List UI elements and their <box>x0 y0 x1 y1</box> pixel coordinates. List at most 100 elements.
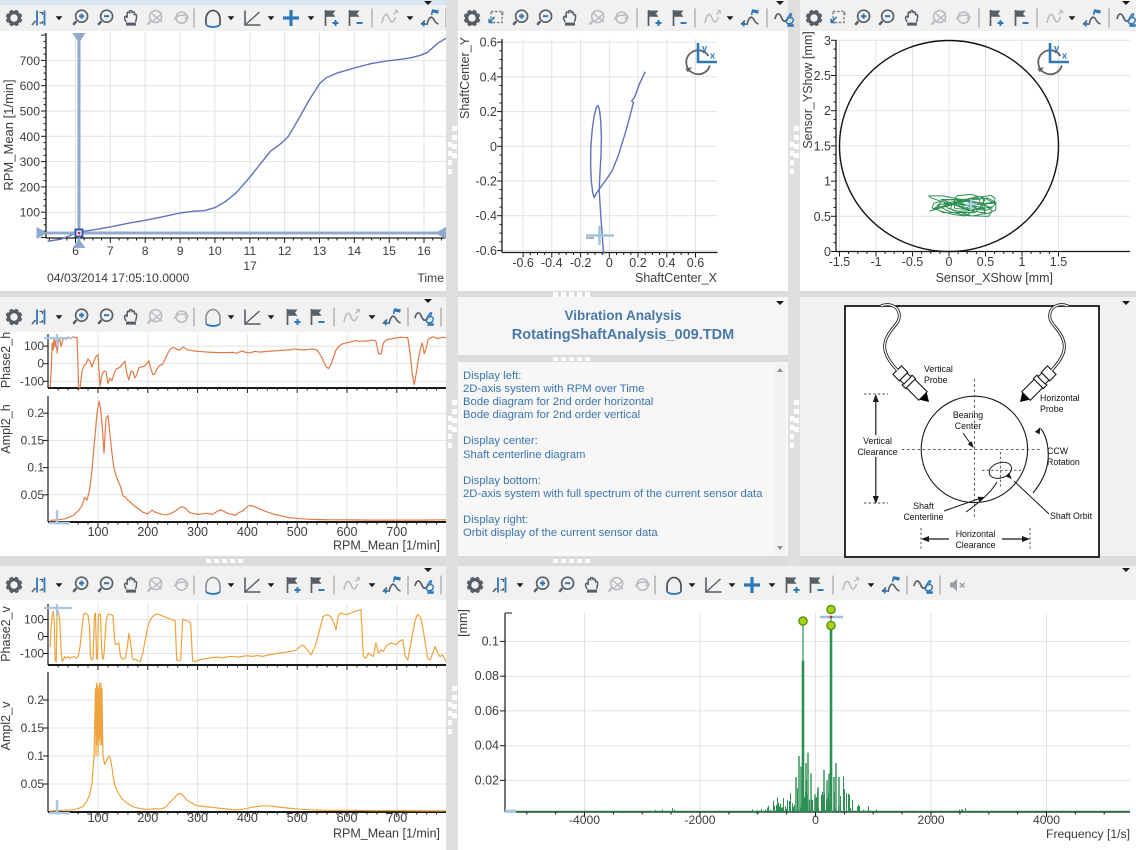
svg-text:0.08: 0.08 <box>475 669 499 683</box>
svg-text:0.2: 0.2 <box>480 105 497 119</box>
svg-text:2.5: 2.5 <box>814 69 831 83</box>
svg-text:Phase2_v: Phase2_v <box>0 605 13 661</box>
svg-text:Time: Time <box>417 271 444 285</box>
svg-text:Center: Center <box>955 421 981 431</box>
svg-text:11: 11 <box>243 244 256 258</box>
svg-text:200: 200 <box>137 811 158 825</box>
svg-text:500: 500 <box>287 811 308 825</box>
svg-text:-100: -100 <box>20 374 44 388</box>
svg-text:Shaft Orbit: Shaft Orbit <box>1050 511 1093 521</box>
svg-text:Centerline: Centerline <box>903 512 943 522</box>
svg-text:700: 700 <box>20 54 41 68</box>
svg-text:1.5: 1.5 <box>814 139 831 153</box>
svg-text:0: 0 <box>946 255 953 269</box>
svg-text:700: 700 <box>386 525 407 539</box>
svg-text:100: 100 <box>20 206 41 220</box>
svg-text:Clearance: Clearance <box>857 447 897 457</box>
svg-text:0.04: 0.04 <box>475 739 499 753</box>
svg-text:7: 7 <box>107 244 114 258</box>
svg-text:0.6: 0.6 <box>480 36 497 50</box>
svg-text:100: 100 <box>24 613 44 627</box>
svg-text:-4000: -4000 <box>569 813 600 827</box>
svg-text:Rotation: Rotation <box>1047 457 1080 467</box>
svg-text:0.2: 0.2 <box>27 406 44 420</box>
svg-text:700: 700 <box>386 811 407 825</box>
svg-text:x: x <box>710 51 716 62</box>
svg-text:12: 12 <box>278 244 292 258</box>
svg-text:9: 9 <box>177 244 184 258</box>
svg-text:0.1: 0.1 <box>27 749 44 763</box>
svg-text:0.15: 0.15 <box>21 433 45 447</box>
svg-text:600: 600 <box>337 525 358 539</box>
svg-text:RPM_Mean [1/min]: RPM_Mean [1/min] <box>333 539 440 553</box>
svg-text:4000: 4000 <box>1033 813 1060 827</box>
svg-text:3: 3 <box>824 34 831 48</box>
svg-text:-0.2: -0.2 <box>570 256 592 270</box>
svg-text:y: y <box>1054 43 1060 54</box>
svg-text:10: 10 <box>208 244 222 258</box>
svg-text:1.5: 1.5 <box>1050 255 1067 269</box>
svg-text:-0.4: -0.4 <box>541 256 563 270</box>
svg-text:Shaft: Shaft <box>913 501 934 511</box>
svg-text:-0.2: -0.2 <box>475 175 497 189</box>
svg-text:0: 0 <box>37 357 44 371</box>
svg-text:0.1: 0.1 <box>27 461 44 475</box>
svg-text:100: 100 <box>24 339 44 353</box>
svg-text:2: 2 <box>824 104 831 118</box>
svg-text:400: 400 <box>20 130 41 144</box>
svg-text:600: 600 <box>337 811 358 825</box>
svg-text:Ampl2_v: Ampl2_v <box>0 701 13 750</box>
svg-text:Phase2_h: Phase2_h <box>0 332 13 388</box>
svg-text:0.2: 0.2 <box>27 693 44 707</box>
svg-text:ShaftCenter_X: ShaftCenter_X <box>635 271 718 285</box>
svg-text:[mm]: [mm] <box>458 609 470 637</box>
svg-text:200: 200 <box>20 180 41 194</box>
svg-text:14: 14 <box>348 244 362 258</box>
svg-text:Ampl2_h: Ampl2_h <box>0 404 13 453</box>
svg-text:Bearing: Bearing <box>953 410 983 420</box>
svg-text:Sensor_YShow [mm]: Sensor_YShow [mm] <box>801 31 815 148</box>
svg-text:Vertical: Vertical <box>924 364 953 374</box>
svg-text:-1: -1 <box>870 255 881 269</box>
svg-text:-100: -100 <box>20 647 44 661</box>
svg-text:300: 300 <box>187 525 208 539</box>
svg-text:Horizontal: Horizontal <box>1040 393 1080 403</box>
svg-text:17: 17 <box>243 259 257 273</box>
svg-text:x: x <box>1062 51 1068 62</box>
svg-text:0.05: 0.05 <box>21 488 45 502</box>
svg-text:Clearance: Clearance <box>955 540 995 550</box>
svg-text:400: 400 <box>237 525 258 539</box>
svg-text:1: 1 <box>824 175 831 189</box>
svg-text:Probe: Probe <box>924 375 948 385</box>
svg-text:500: 500 <box>20 105 41 119</box>
svg-text:0: 0 <box>812 813 819 827</box>
svg-text:8: 8 <box>142 244 149 258</box>
svg-text:15: 15 <box>382 244 396 258</box>
svg-text:200: 200 <box>137 525 158 539</box>
svg-text:-2000: -2000 <box>684 813 715 827</box>
svg-text:0.15: 0.15 <box>21 721 45 735</box>
svg-text:400: 400 <box>237 811 258 825</box>
svg-text:RPM_Mean [1/min]: RPM_Mean [1/min] <box>333 827 440 841</box>
svg-text:-1.5: -1.5 <box>829 255 851 269</box>
svg-text:13: 13 <box>313 244 327 258</box>
svg-text:300: 300 <box>187 811 208 825</box>
svg-text:0: 0 <box>37 630 44 644</box>
svg-text:16: 16 <box>417 244 431 258</box>
svg-text:1: 1 <box>1019 255 1026 269</box>
svg-text:Probe: Probe <box>1040 404 1064 414</box>
svg-text:2000: 2000 <box>917 813 944 827</box>
svg-text:0: 0 <box>824 245 831 259</box>
svg-text:100: 100 <box>88 811 109 825</box>
svg-text:-0.4: -0.4 <box>475 209 497 223</box>
svg-text:0.5: 0.5 <box>814 210 831 224</box>
svg-text:0.2: 0.2 <box>629 256 646 270</box>
svg-text:RPM_Mean [1/min]: RPM_Mean [1/min] <box>1 79 16 190</box>
svg-text:Sensor_XShow [mm]: Sensor_XShow [mm] <box>936 271 1053 285</box>
svg-text:0.06: 0.06 <box>475 704 499 718</box>
svg-text:-0.6: -0.6 <box>475 244 497 258</box>
svg-text:ShaftCenter_Y: ShaftCenter_Y <box>458 36 472 119</box>
svg-text:Vertical: Vertical <box>863 436 892 446</box>
svg-text:300: 300 <box>20 155 41 169</box>
svg-text:100: 100 <box>88 525 109 539</box>
